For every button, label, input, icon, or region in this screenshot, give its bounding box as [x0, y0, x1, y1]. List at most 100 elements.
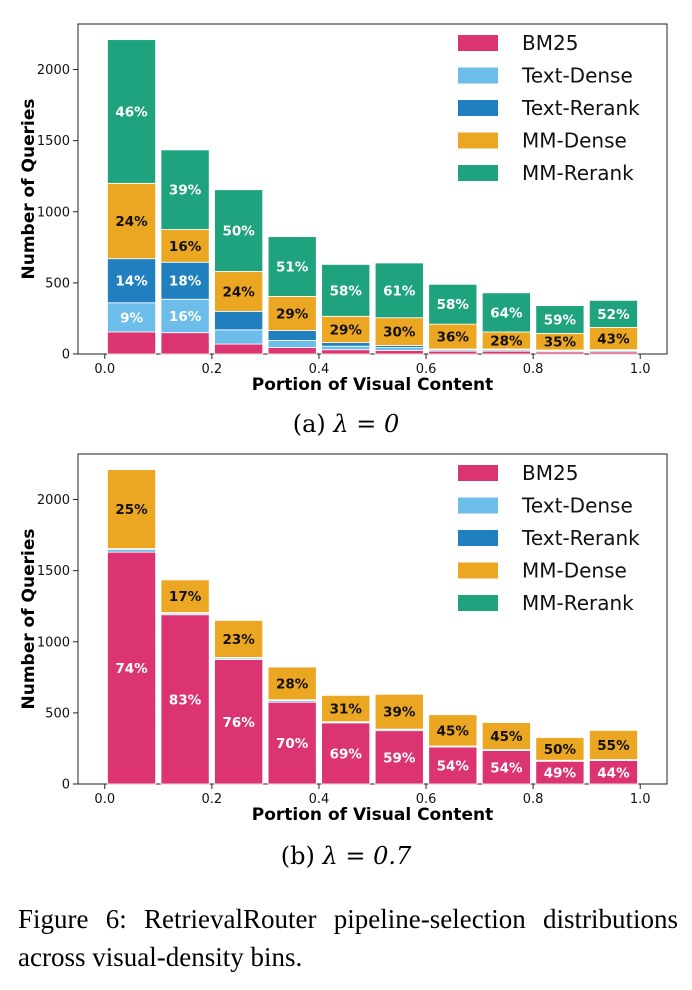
bar-text-dense-bin-5	[374, 347, 424, 351]
bar-mm-rerank-bin-5	[374, 262, 424, 319]
bar-mm-dense-bin-5	[374, 317, 424, 346]
subcaption-b-prefix: (b)	[280, 842, 315, 870]
legend-label-mm-dense: MM-Dense	[522, 129, 627, 153]
legend-label-text-rerank: Text-Rerank	[521, 96, 640, 120]
bar-text-dense-bin-1	[160, 298, 210, 334]
legend-swatch-bm25	[458, 35, 498, 51]
bar-text-dense-bin-0	[107, 302, 157, 333]
subcaption-b: (b) λ = 0.7	[0, 842, 692, 870]
legend-swatch-mm-rerank	[458, 595, 498, 611]
y-tick-label: 2000	[37, 493, 70, 508]
y-tick-label: 2000	[37, 63, 70, 78]
bar-mm-dense-bin-8	[535, 737, 585, 761]
x-tick-label: 0.6	[416, 792, 437, 807]
subcaption-a-math: λ = 0	[333, 410, 400, 438]
y-tick-label: 0	[62, 348, 70, 363]
data-label: 50%	[222, 224, 255, 240]
bar-text-dense-bin-2	[214, 329, 264, 345]
bar-bm25-bin-5	[374, 730, 424, 785]
y-tick-label: 1000	[37, 635, 70, 650]
data-label: 46%	[115, 104, 148, 120]
x-tick-label: 1.0	[630, 792, 651, 807]
data-label: 25%	[115, 502, 148, 518]
bar-mm-rerank-bin-0	[107, 39, 157, 184]
data-label: 49%	[544, 766, 577, 782]
data-label: 17%	[169, 589, 202, 605]
bar-mm-dense-bin-6	[428, 714, 478, 747]
x-tick-label: 0.6	[416, 362, 437, 377]
bar-text-dense-bin-3	[267, 340, 317, 348]
data-label: 29%	[276, 306, 309, 322]
bar-bm25-bin-4	[321, 349, 371, 355]
bar-mm-rerank-bin-1	[160, 149, 210, 230]
bar-text-rerank-bin-0	[107, 258, 157, 304]
bar-mm-rerank-bin-4	[321, 263, 371, 317]
data-label: 51%	[276, 260, 309, 276]
data-label: 23%	[222, 632, 255, 648]
data-label: 58%	[330, 283, 363, 299]
legend-swatch-bm25	[458, 465, 498, 481]
legend-label-text-rerank: Text-Rerank	[521, 526, 640, 550]
plot-frame	[77, 453, 668, 785]
data-label: 58%	[437, 297, 470, 313]
bar-bm25-bin-7	[481, 350, 531, 355]
data-label: 69%	[330, 746, 363, 762]
data-label: 50%	[544, 742, 577, 758]
bar-mm-rerank-bin-2	[214, 189, 264, 272]
legend-label-text-dense: Text-Dense	[521, 494, 633, 518]
data-label: 76%	[222, 715, 255, 731]
x-tick-label: 0.8	[523, 792, 544, 807]
bar-mm-dense-bin-2	[214, 271, 264, 312]
bar-bm25-bin-5	[374, 350, 424, 355]
data-label: 39%	[383, 705, 416, 721]
legend-label-text-dense: Text-Dense	[521, 64, 633, 88]
data-label: 83%	[169, 692, 202, 708]
subcaption-b-math: λ = 0.7	[322, 842, 412, 870]
subcaption-a-prefix: (a)	[292, 410, 326, 438]
chart-lambda-0: 9% 14% 24% 46% 16% 18% 16% 39% 24% 50% 29% 51% 29% 58…	[19, 23, 668, 395]
bar-bm25-bin-0	[107, 551, 157, 785]
bar-bm25-bin-1	[160, 614, 210, 785]
y-tick-label: 1500	[37, 564, 70, 579]
bar-text-rerank-bin-2	[214, 310, 264, 331]
x-axis-label: Portion of Visual Content	[252, 805, 493, 825]
bar-mm-dense-bin-3	[267, 295, 317, 331]
bar-mm-dense-bin-7	[481, 722, 531, 750]
x-tick-label: 0.0	[94, 362, 115, 377]
y-tick-label: 1500	[37, 134, 70, 149]
bar-bm25-bin-4	[321, 722, 371, 785]
bar-text-dense-bin-0	[107, 548, 157, 553]
subcaption-a: (a) λ = 0	[0, 410, 692, 438]
data-label: 45%	[437, 723, 470, 739]
x-tick-label: 0.0	[94, 792, 115, 807]
data-label: 28%	[490, 333, 523, 349]
data-label: 29%	[330, 322, 363, 338]
bar-bm25-bin-3	[267, 701, 317, 785]
bar-mm-dense-bin-4	[321, 315, 371, 344]
plot-frame	[77, 23, 668, 355]
data-label: 31%	[330, 702, 363, 718]
bar-mm-dense-bin-6	[428, 323, 478, 350]
data-label: 74%	[115, 661, 148, 677]
legend-label-bm25: BM25	[522, 31, 578, 55]
bar-bm25-bin-2	[214, 659, 264, 785]
bar-mm-dense-bin-4	[321, 694, 371, 723]
bar-mm-rerank-bin-8	[535, 305, 585, 334]
legend-label-mm-dense: MM-Dense	[522, 559, 627, 583]
data-label: 24%	[115, 214, 148, 230]
bar-text-rerank-bin-4	[321, 342, 371, 347]
data-label: 35%	[544, 335, 577, 351]
bar-bm25-bin-2	[214, 343, 264, 355]
bar-bm25-bin-6	[428, 350, 478, 355]
x-tick-label: 0.2	[202, 362, 223, 377]
x-tick-label: 1.0	[630, 362, 651, 377]
bar-bm25-bin-1	[160, 332, 210, 355]
data-label: 14%	[115, 274, 148, 290]
data-label: 28%	[276, 676, 309, 692]
legend-label-bm25: BM25	[522, 461, 578, 485]
data-label: 9%	[120, 310, 143, 326]
data-label: 30%	[383, 325, 416, 341]
bar-mm-dense-bin-2	[214, 620, 264, 658]
data-label: 70%	[276, 736, 309, 752]
bar-mm-rerank-bin-6	[428, 283, 478, 325]
